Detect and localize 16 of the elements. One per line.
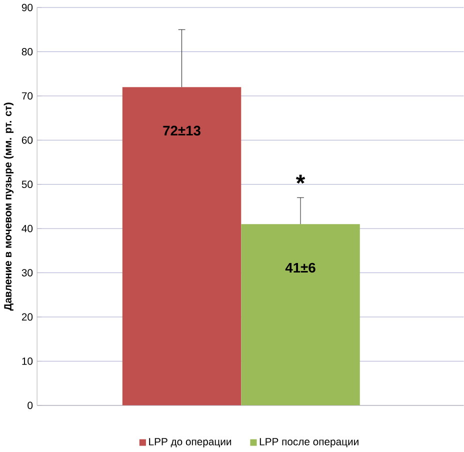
data-label: 72±13: [163, 126, 200, 136]
legend-label: LPP до операции: [149, 438, 232, 448]
y-tick-label: 40: [22, 225, 33, 232]
y-tick-label: 50: [22, 180, 33, 188]
y-tick-label: 70: [22, 92, 33, 100]
legend-label: LPP после операции: [260, 438, 358, 448]
y-tick-label: 10: [22, 358, 33, 366]
y-tick-label: 0: [28, 402, 33, 410]
data-label: 41±6: [285, 263, 316, 273]
y-tick-label: 90: [22, 4, 33, 12]
y-tick-label: 60: [22, 136, 33, 144]
y-tick-label: 80: [22, 48, 33, 56]
annotation: *: [296, 174, 306, 184]
y-tick-label: 30: [22, 269, 33, 277]
y-tick-label: 20: [22, 314, 33, 321]
y-axis-title: Давление в мочевом пузыре (мм. рт. ст): [4, 102, 14, 311]
